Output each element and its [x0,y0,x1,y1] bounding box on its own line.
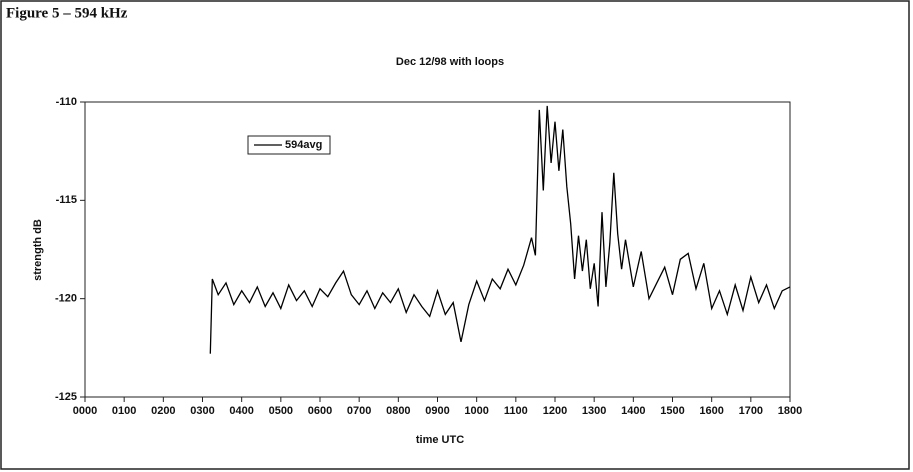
x-axis-label: time UTC [416,434,464,446]
series-line [209,105,791,354]
x-tick-label: 0400 [229,405,253,417]
x-tick-label: 0800 [386,405,410,417]
x-tick-label: 0200 [151,405,175,417]
y-axis-label: strength dB [32,219,44,281]
x-tick-label: 0500 [269,405,293,417]
x-tick-label: 1200 [543,405,567,417]
x-tick-label: 0700 [347,405,371,417]
x-tick-label: 1800 [778,405,802,417]
legend [247,135,331,155]
legend-label: 594avg [285,139,322,151]
x-tick-label: 0000 [73,405,97,417]
x-tick-label: 0100 [112,405,136,417]
y-tick-label: -120 [55,293,77,305]
x-tick-label: 1000 [464,405,488,417]
y-tick-label: -110 [56,96,77,108]
y-tick-label: -125 [55,391,77,403]
figure-label: Figure 5 – 594 kHz [6,5,128,21]
x-tick-label: 1400 [621,405,645,417]
x-tick-label: 1100 [504,405,528,417]
x-tick-label: 1300 [582,405,606,417]
x-tick-label: 0600 [308,405,332,417]
x-tick-label: 1700 [739,405,763,417]
plot-area [84,101,791,398]
x-tick-label: 1600 [699,405,723,417]
x-tick-label: 1500 [660,405,684,417]
chart-title: Dec 12/98 with loops [396,56,504,68]
x-tick-label: 0300 [190,405,214,417]
y-tick-label: -115 [56,194,77,206]
x-tick-label: 0900 [425,405,449,417]
